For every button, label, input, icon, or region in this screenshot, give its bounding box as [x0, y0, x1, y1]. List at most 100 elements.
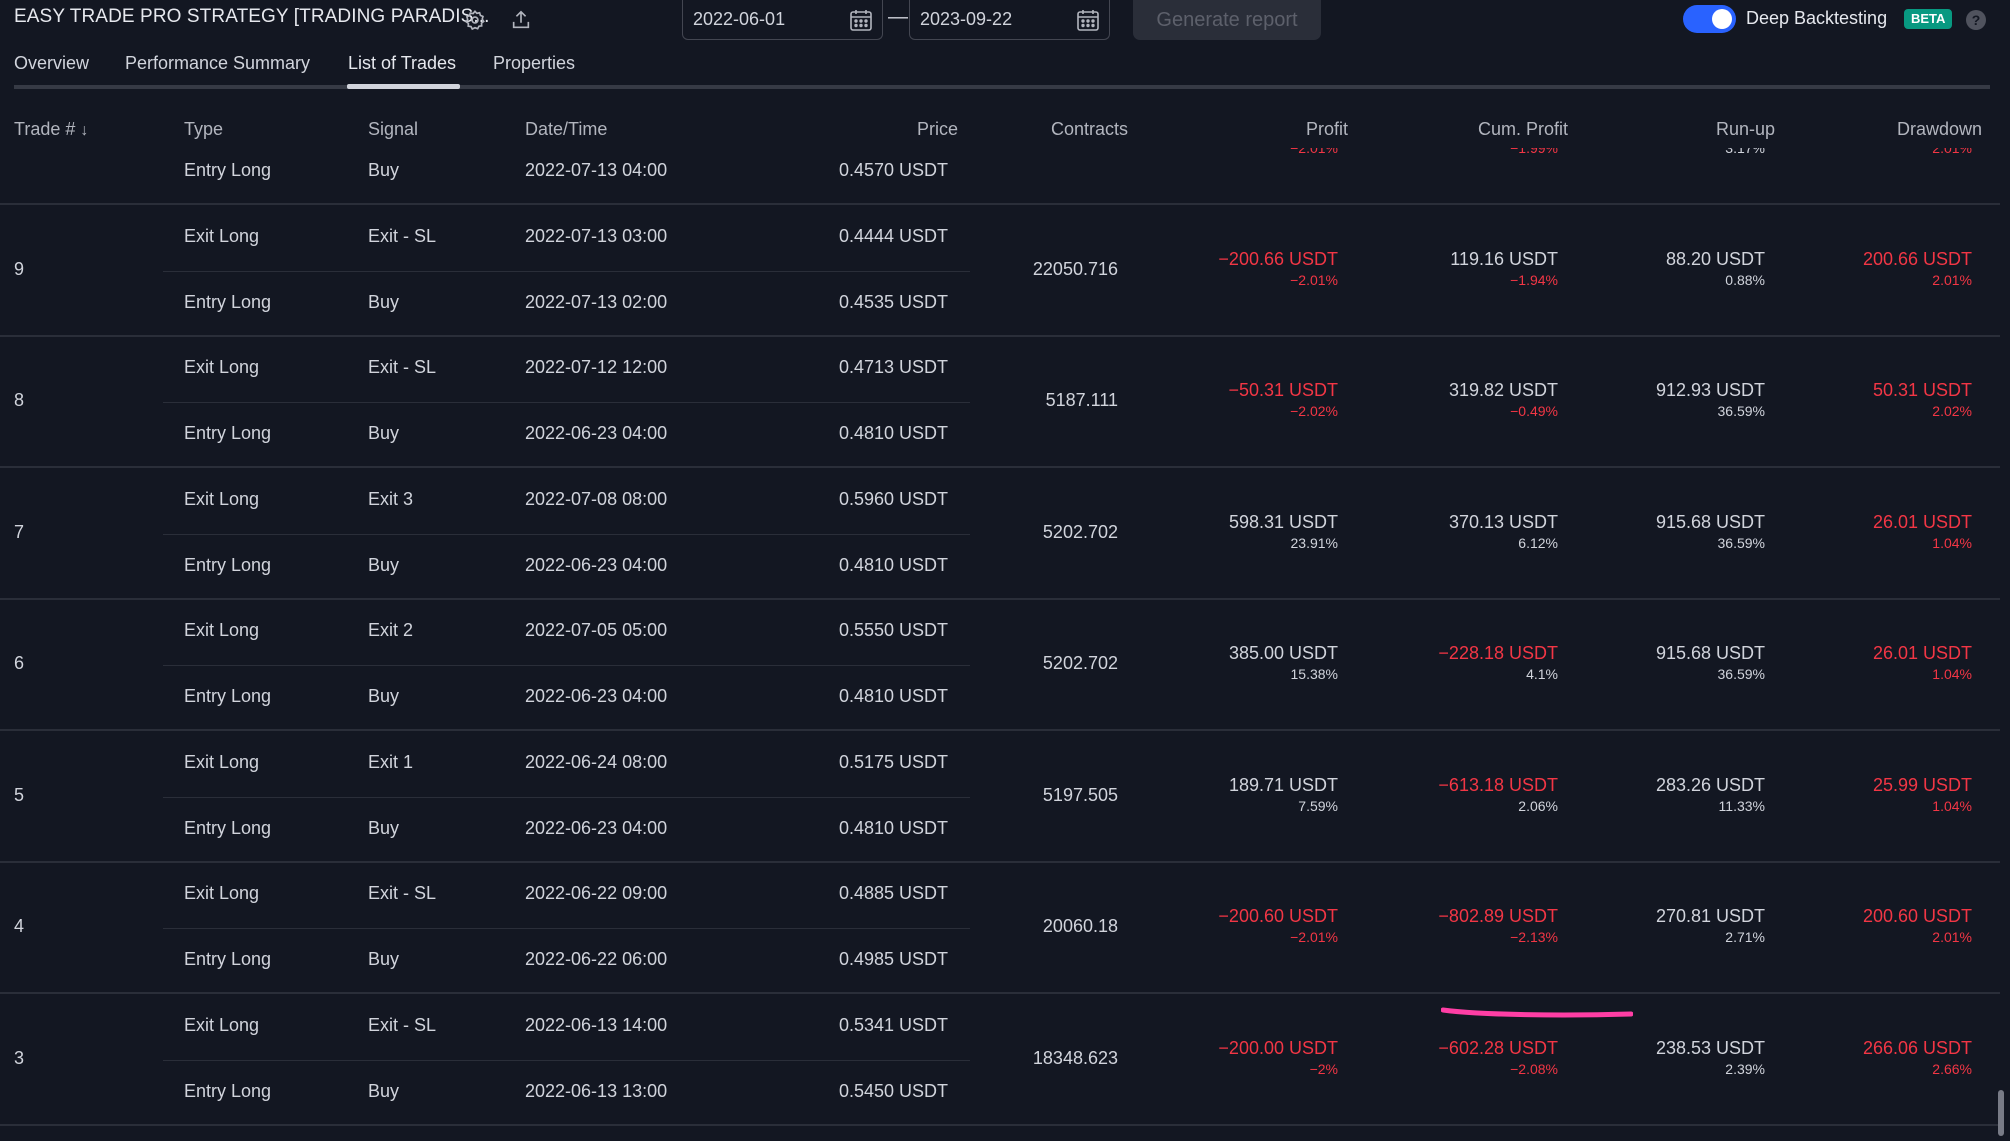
metric-value: 915.68 USDT [1655, 511, 1765, 532]
trade-datetime: 2022-06-24 08:00 [525, 751, 668, 772]
col-run-up: Run-up [1715, 119, 1775, 139]
trade-datetime: 2022-07-12 12:00 [525, 357, 668, 377]
metric-cum-profit: −802.89 USDT −2.13% [1438, 906, 1558, 945]
metric-drawdown: 25.99 USDT 1.04% [1873, 775, 1972, 814]
trade-contracts: 20060.18 [1042, 916, 1118, 936]
trade-signal: Exit 1 [368, 751, 414, 772]
metric-percent: 23.91% [1290, 534, 1338, 551]
metric-percent: 36.59% [1717, 666, 1765, 682]
metric-percent: −2.08% [1510, 1060, 1558, 1077]
metric-cum-profit: 370.13 USDT 6.12% [1449, 512, 1558, 551]
group-divider [0, 334, 2000, 337]
metric-percent: −2.02% [1290, 403, 1338, 419]
trade-type: Exit Long [184, 1014, 260, 1035]
trade-signal: Buy [368, 817, 400, 838]
trade-signal: Exit - SL [368, 883, 437, 903]
metric-percent: 15.38% [1290, 666, 1338, 682]
trade-signal: Exit - SL [368, 225, 437, 246]
trade-price: 0.5960 USDT [838, 488, 948, 509]
tab-overview[interactable]: Overview [14, 53, 90, 73]
toolbar: EASY TRADE PRO STRATEGY [TRADING PARADIS… [0, 0, 2010, 44]
metric-profit: −201.31 USDT −2.01% [1218, 148, 1338, 156]
trade-row-group: 4 Exit Long Exit - SL 2022-06-22 09:00 0… [0, 863, 2000, 994]
scrollbar[interactable] [1998, 1090, 2004, 1136]
metric-cum-profit: 319.82 USDT −0.49% [1449, 380, 1558, 419]
trade-price: 0.5450 USDT [838, 1080, 948, 1101]
metric-percent: 1.04% [1932, 534, 1972, 551]
calendar-icon[interactable] [848, 7, 874, 33]
trade-contracts: 5187.111 [1045, 390, 1118, 410]
trade-type: Exit Long [184, 488, 260, 509]
metric-value: 88.20 USDT [1665, 248, 1765, 269]
trade-type: Entry Long [184, 686, 272, 706]
metric-value: 119.16 USDT [1450, 248, 1558, 269]
trade-number: 8 [14, 390, 25, 410]
metric-percent: −2.13% [1510, 929, 1558, 945]
metric-value: −200.60 USDT [1218, 906, 1338, 926]
metric-value: 25.99 USDT [1872, 774, 1972, 795]
metric-drawdown: 266.06 USDT 2.66% [1863, 1038, 1972, 1077]
metric-drawdown: 201.31 USDT 2.01% [1863, 148, 1972, 156]
metric-cum-profit: −228.18 USDT 4.1% [1438, 643, 1558, 682]
row-divider [163, 533, 970, 535]
trade-price: 0.5175 USDT [838, 751, 948, 772]
trade-datetime: 2022-06-23 04:00 [525, 817, 668, 838]
col-signal: Signal [368, 119, 419, 139]
tab-performance-summary[interactable]: Performance Summary [125, 53, 311, 73]
trade-type: Entry Long [184, 423, 272, 443]
trade-signal: Buy [368, 160, 400, 180]
trade-type: Exit Long [184, 751, 260, 772]
metric-cum-profit: −82.16 USDT −1.99% [1448, 148, 1558, 156]
tab-divider [14, 85, 1990, 89]
metric-value: 200.66 USDT [1862, 248, 1972, 269]
tab-list-of-trades[interactable]: List of Trades [348, 53, 457, 73]
metric-value: 26.01 USDT [1872, 643, 1972, 663]
trade-price: 0.4985 USDT [838, 949, 948, 969]
generate-report-button[interactable]: Generate report [1133, 0, 1321, 40]
metric-percent: −2.01% [1290, 271, 1338, 288]
col-trade-no[interactable]: Trade # ↓ [14, 119, 88, 140]
trade-row-group: 3 Exit Long Exit - SL 2022-06-13 14:00 0… [0, 995, 2000, 1126]
trade-contracts: 5197.505 [1042, 784, 1118, 805]
col-drawdown: Drawdown [1896, 119, 1982, 139]
tab-bar: Overview Performance Summary List of Tra… [0, 50, 2000, 90]
metric-drawdown: 200.60 USDT 2.01% [1863, 906, 1972, 945]
trade-signal: Buy [368, 554, 400, 575]
metric-run-up: 88.20 USDT 0.88% [1666, 249, 1765, 288]
metric-value: −50.31 USDT [1228, 380, 1338, 400]
tab-properties[interactable]: Properties [493, 53, 576, 73]
strategy-title[interactable]: EASY TRADE PRO STRATEGY [TRADING PARADIS… [14, 6, 490, 27]
trade-type: Exit Long [184, 620, 260, 640]
share-icon[interactable] [508, 7, 534, 33]
date-to-field[interactable]: 2023-09-22 [909, 0, 1110, 40]
date-from-field[interactable]: 2022-06-01 [682, 0, 883, 40]
gear-icon[interactable] [462, 7, 488, 33]
trade-datetime: 2022-06-22 06:00 [525, 949, 668, 969]
metric-profit: −200.00 USDT −2% [1218, 1038, 1338, 1077]
trade-type: Exit Long [184, 357, 260, 377]
metric-percent: −2.01% [1290, 929, 1338, 945]
group-divider [0, 729, 2000, 731]
metric-value: 319.82 USDT [1448, 380, 1558, 400]
group-divider [0, 992, 2000, 994]
col-datetime: Date/Time [525, 119, 608, 139]
sort-down-icon[interactable]: ↓ [80, 122, 89, 139]
metric-value: −613.18 USDT [1438, 774, 1558, 795]
col-type: Type [184, 119, 224, 139]
col-profit: Profit [1305, 119, 1348, 139]
col-contracts: Contracts [1050, 119, 1128, 139]
deep-backtesting-toggle[interactable] [1683, 5, 1736, 33]
metric-drawdown: 26.01 USDT 1.04% [1873, 643, 1972, 682]
trade-price: 0.4810 USDT [838, 686, 948, 706]
row-divider [163, 928, 970, 929]
calendar-icon[interactable] [1075, 7, 1101, 33]
help-icon[interactable]: ? [1965, 9, 1987, 31]
trade-number: 6 [14, 653, 25, 673]
trade-datetime: 2022-07-13 03:00 [525, 225, 668, 246]
metric-percent: 1.04% [1932, 666, 1972, 682]
beta-badge: BETA [1904, 9, 1953, 29]
trade-type: Exit Long [184, 225, 260, 246]
metric-run-up: 317.29 USDT 3.17% [1656, 148, 1765, 156]
trade-type: Entry Long [184, 949, 272, 969]
metric-run-up: 270.81 USDT 2.71% [1656, 906, 1765, 945]
